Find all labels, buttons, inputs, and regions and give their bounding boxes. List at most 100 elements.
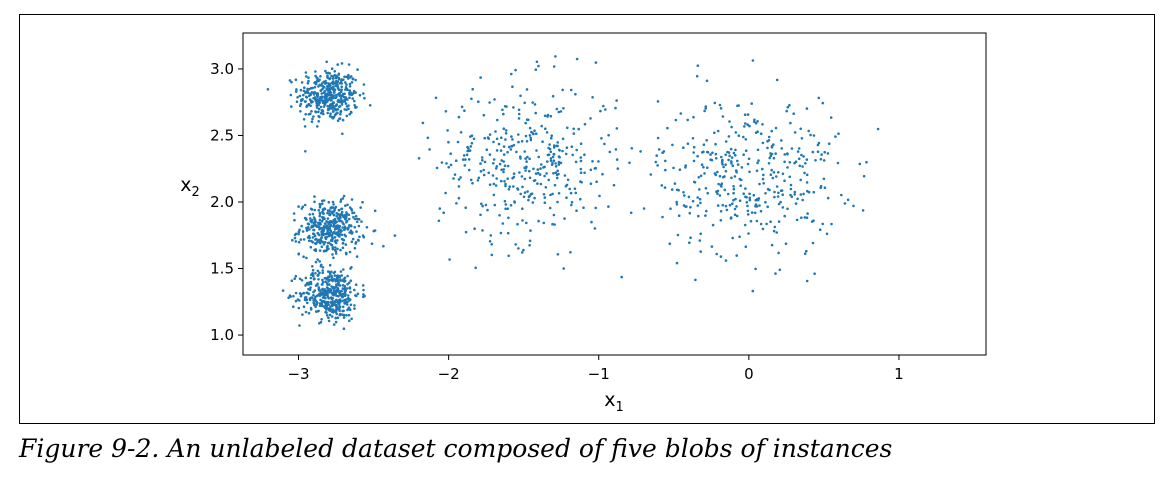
data-point [320, 219, 324, 223]
data-point [348, 89, 352, 92]
data-point [732, 151, 736, 155]
data-point [317, 110, 320, 114]
data-point [728, 120, 731, 123]
data-point [516, 222, 519, 226]
data-point [755, 205, 759, 208]
data-point [535, 60, 539, 64]
data-point [342, 78, 345, 81]
data-point [500, 159, 504, 162]
data-point [343, 98, 346, 102]
data-point [497, 142, 501, 146]
data-point [308, 228, 311, 231]
data-point [781, 206, 785, 209]
data-point [342, 268, 345, 271]
data-point [793, 190, 797, 194]
data-point [765, 222, 768, 226]
data-point [304, 150, 307, 153]
data-point [809, 133, 812, 137]
data-point [703, 172, 706, 175]
data-point [333, 113, 337, 117]
data-point [334, 246, 337, 249]
data-point [593, 167, 597, 170]
data-point [319, 223, 322, 226]
data-point [628, 161, 631, 165]
data-point [473, 227, 476, 230]
data-point [812, 134, 816, 137]
data-point [748, 124, 751, 128]
data-point [326, 244, 329, 248]
data-point [315, 283, 319, 287]
data-point [313, 219, 317, 222]
data-point [706, 166, 709, 169]
data-point [343, 288, 346, 291]
data-point [357, 239, 360, 242]
x-axis-ticks: −3 −2 −1 0 1 [287, 355, 904, 383]
data-point [334, 205, 338, 209]
data-point [448, 258, 451, 261]
data-point [339, 200, 343, 203]
data-point [350, 240, 354, 244]
data-point [528, 169, 531, 173]
data-point [332, 323, 336, 326]
data-point [744, 245, 748, 248]
data-point [483, 136, 487, 140]
data-point [341, 241, 345, 245]
data-point [668, 242, 672, 245]
data-point [319, 111, 323, 115]
data-point [738, 235, 741, 238]
data-point [313, 234, 317, 238]
data-point [321, 266, 325, 269]
data-point [797, 147, 801, 150]
data-point [501, 222, 505, 225]
data-point [317, 223, 320, 226]
data-point [700, 163, 704, 166]
data-point [331, 231, 335, 235]
data-point [337, 208, 341, 212]
data-point [570, 200, 574, 204]
data-point [304, 113, 308, 116]
data-point [575, 57, 579, 61]
data-point [683, 194, 686, 197]
data-point [756, 120, 759, 123]
data-point [494, 184, 498, 187]
data-point [328, 226, 331, 230]
data-point [535, 149, 538, 152]
data-point [704, 187, 708, 190]
data-point [327, 105, 330, 108]
data-point [552, 146, 556, 149]
data-point [479, 162, 482, 165]
data-point [328, 271, 332, 274]
data-point [784, 242, 788, 245]
data-point [312, 232, 315, 235]
data-point [320, 92, 324, 95]
data-point [345, 75, 348, 79]
data-point [321, 269, 325, 272]
data-point [493, 98, 496, 101]
data-point [595, 180, 598, 183]
data-point [346, 294, 350, 297]
data-point [512, 172, 516, 175]
data-point [753, 211, 757, 215]
data-point [697, 214, 700, 218]
data-point [768, 156, 771, 160]
data-point [329, 112, 332, 115]
data-point [732, 191, 735, 195]
data-point [678, 168, 682, 171]
data-point [327, 107, 330, 111]
data-point [317, 209, 321, 212]
data-point [803, 252, 807, 256]
data-point [324, 226, 327, 229]
data-point [313, 289, 317, 292]
data-point [552, 213, 556, 217]
data-point [742, 192, 745, 195]
data-point [538, 173, 542, 176]
data-point [503, 199, 507, 203]
data-point [800, 153, 803, 157]
data-point [789, 187, 793, 191]
data-point [312, 277, 316, 281]
data-point [327, 275, 330, 279]
axes-box [242, 32, 987, 356]
data-point [294, 240, 298, 243]
data-point [523, 101, 526, 105]
data-point [509, 148, 513, 151]
